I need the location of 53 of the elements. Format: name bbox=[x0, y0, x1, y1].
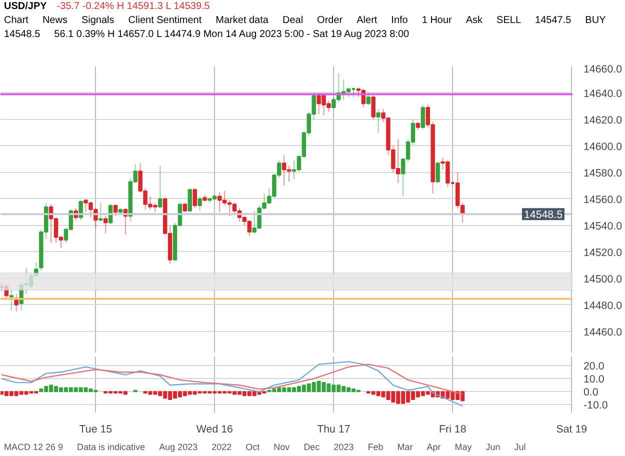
text: May bbox=[454, 441, 472, 454]
y-tick-label: 14640.0 bbox=[584, 88, 622, 100]
y-tick-label: 0.0 bbox=[584, 386, 598, 399]
text: Mar bbox=[397, 441, 413, 454]
text: Order bbox=[317, 14, 343, 28]
text: Signals bbox=[81, 14, 114, 28]
text: Deal bbox=[282, 14, 304, 28]
text: Ask bbox=[466, 14, 483, 28]
text: Aug 2023 bbox=[159, 441, 198, 454]
x-tick-label: Sat 19 bbox=[556, 424, 588, 436]
x-tick-label: Fri 18 bbox=[439, 424, 466, 436]
text: BUY bbox=[585, 14, 606, 28]
y-tick-label: 14660.0 bbox=[584, 64, 622, 76]
y-tick-label: 14600.0 bbox=[584, 140, 622, 153]
y-tick-label: 14500.0 bbox=[584, 273, 622, 286]
text: Client Sentiment bbox=[128, 14, 202, 28]
text: 56.1 0.39% H 14657.0 L 14474.9 Mon 14 Aug 2023 5:00 - Sat 19 Aug 2023 8:00 bbox=[54, 28, 410, 42]
text: 1 Hour bbox=[422, 14, 452, 28]
y-tick-label: 14620.0 bbox=[584, 114, 622, 126]
ref-line-label: 14548.5 bbox=[524, 209, 563, 222]
y-tick-label: 14580.0 bbox=[584, 167, 622, 180]
chart-subtitle: -35.7 -0.24% H 14591.3 L 14539.5 bbox=[56, 1, 210, 12]
text: 14548.5 bbox=[4, 28, 40, 42]
text: 14547.5 bbox=[535, 14, 572, 28]
y-tick-label: 14540.0 bbox=[584, 220, 622, 232]
y-tick-label: 14560.0 bbox=[584, 194, 622, 206]
text: SELL bbox=[496, 14, 522, 28]
text: Alert bbox=[356, 14, 378, 28]
y-tick-label: 14480.0 bbox=[584, 300, 622, 312]
text: Dec bbox=[304, 441, 320, 454]
x-tick-label: Wed 16 bbox=[196, 424, 234, 436]
text: Chart bbox=[4, 14, 28, 28]
text: 2022 bbox=[212, 441, 232, 454]
y-tick-label: 14520.0 bbox=[584, 246, 622, 259]
text: MACD 12 26 9 bbox=[4, 441, 64, 454]
y-tick-label: 20.0 bbox=[584, 360, 604, 373]
y-tick-label: 14460.0 bbox=[584, 326, 622, 338]
text: Jun bbox=[486, 441, 500, 454]
chart-title: USD/JPY bbox=[4, 1, 47, 12]
x-tick-label: Thu 17 bbox=[317, 424, 350, 436]
text: Nov bbox=[274, 441, 290, 454]
text: Jul bbox=[514, 441, 526, 454]
text: News bbox=[42, 14, 68, 28]
y-tick-label: 10.0 bbox=[584, 374, 604, 386]
y-tick-label: -10.0 bbox=[584, 400, 608, 412]
x-tick-label: Tue 15 bbox=[79, 424, 112, 436]
text: Feb bbox=[368, 441, 384, 454]
text: Data is indicative bbox=[77, 441, 146, 454]
text: Apr bbox=[426, 441, 441, 454]
text: Market data bbox=[216, 14, 268, 28]
text: Info bbox=[391, 14, 408, 28]
text: 2023 bbox=[334, 441, 354, 454]
text: Oct bbox=[246, 441, 260, 454]
